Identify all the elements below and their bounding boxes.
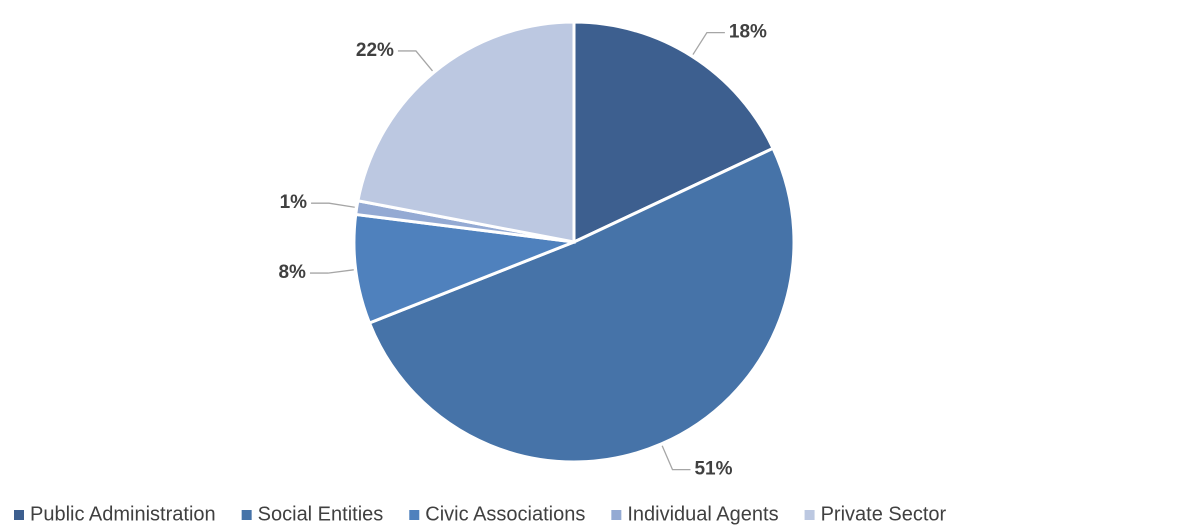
data-label: 51% [694, 459, 732, 480]
data-label: 22% [356, 40, 394, 61]
legend-swatch [804, 510, 815, 520]
leader-line [309, 269, 354, 274]
data-label: 18% [729, 22, 767, 43]
pie-slice [367, 146, 796, 464]
pie-slice [352, 212, 575, 325]
legend-swatch [14, 510, 24, 520]
data-label: 8% [278, 262, 306, 283]
legend-label: Individual Agents [627, 503, 778, 525]
data-label: 1% [280, 192, 308, 213]
leader-line [311, 202, 355, 208]
leader-line [397, 50, 433, 72]
legend-label: Civic Associations [425, 503, 585, 525]
legend-swatch [611, 510, 622, 520]
pie-slice [572, 20, 776, 245]
legend-label: Social Entities [258, 503, 384, 525]
legend-swatch [241, 510, 252, 520]
legend-label: Private Sector [821, 503, 947, 525]
pie-slice [356, 20, 576, 244]
legend-swatch [409, 510, 420, 520]
leader-line [692, 31, 725, 55]
legend-label: Public Administration [30, 503, 216, 525]
leader-line [661, 445, 691, 471]
